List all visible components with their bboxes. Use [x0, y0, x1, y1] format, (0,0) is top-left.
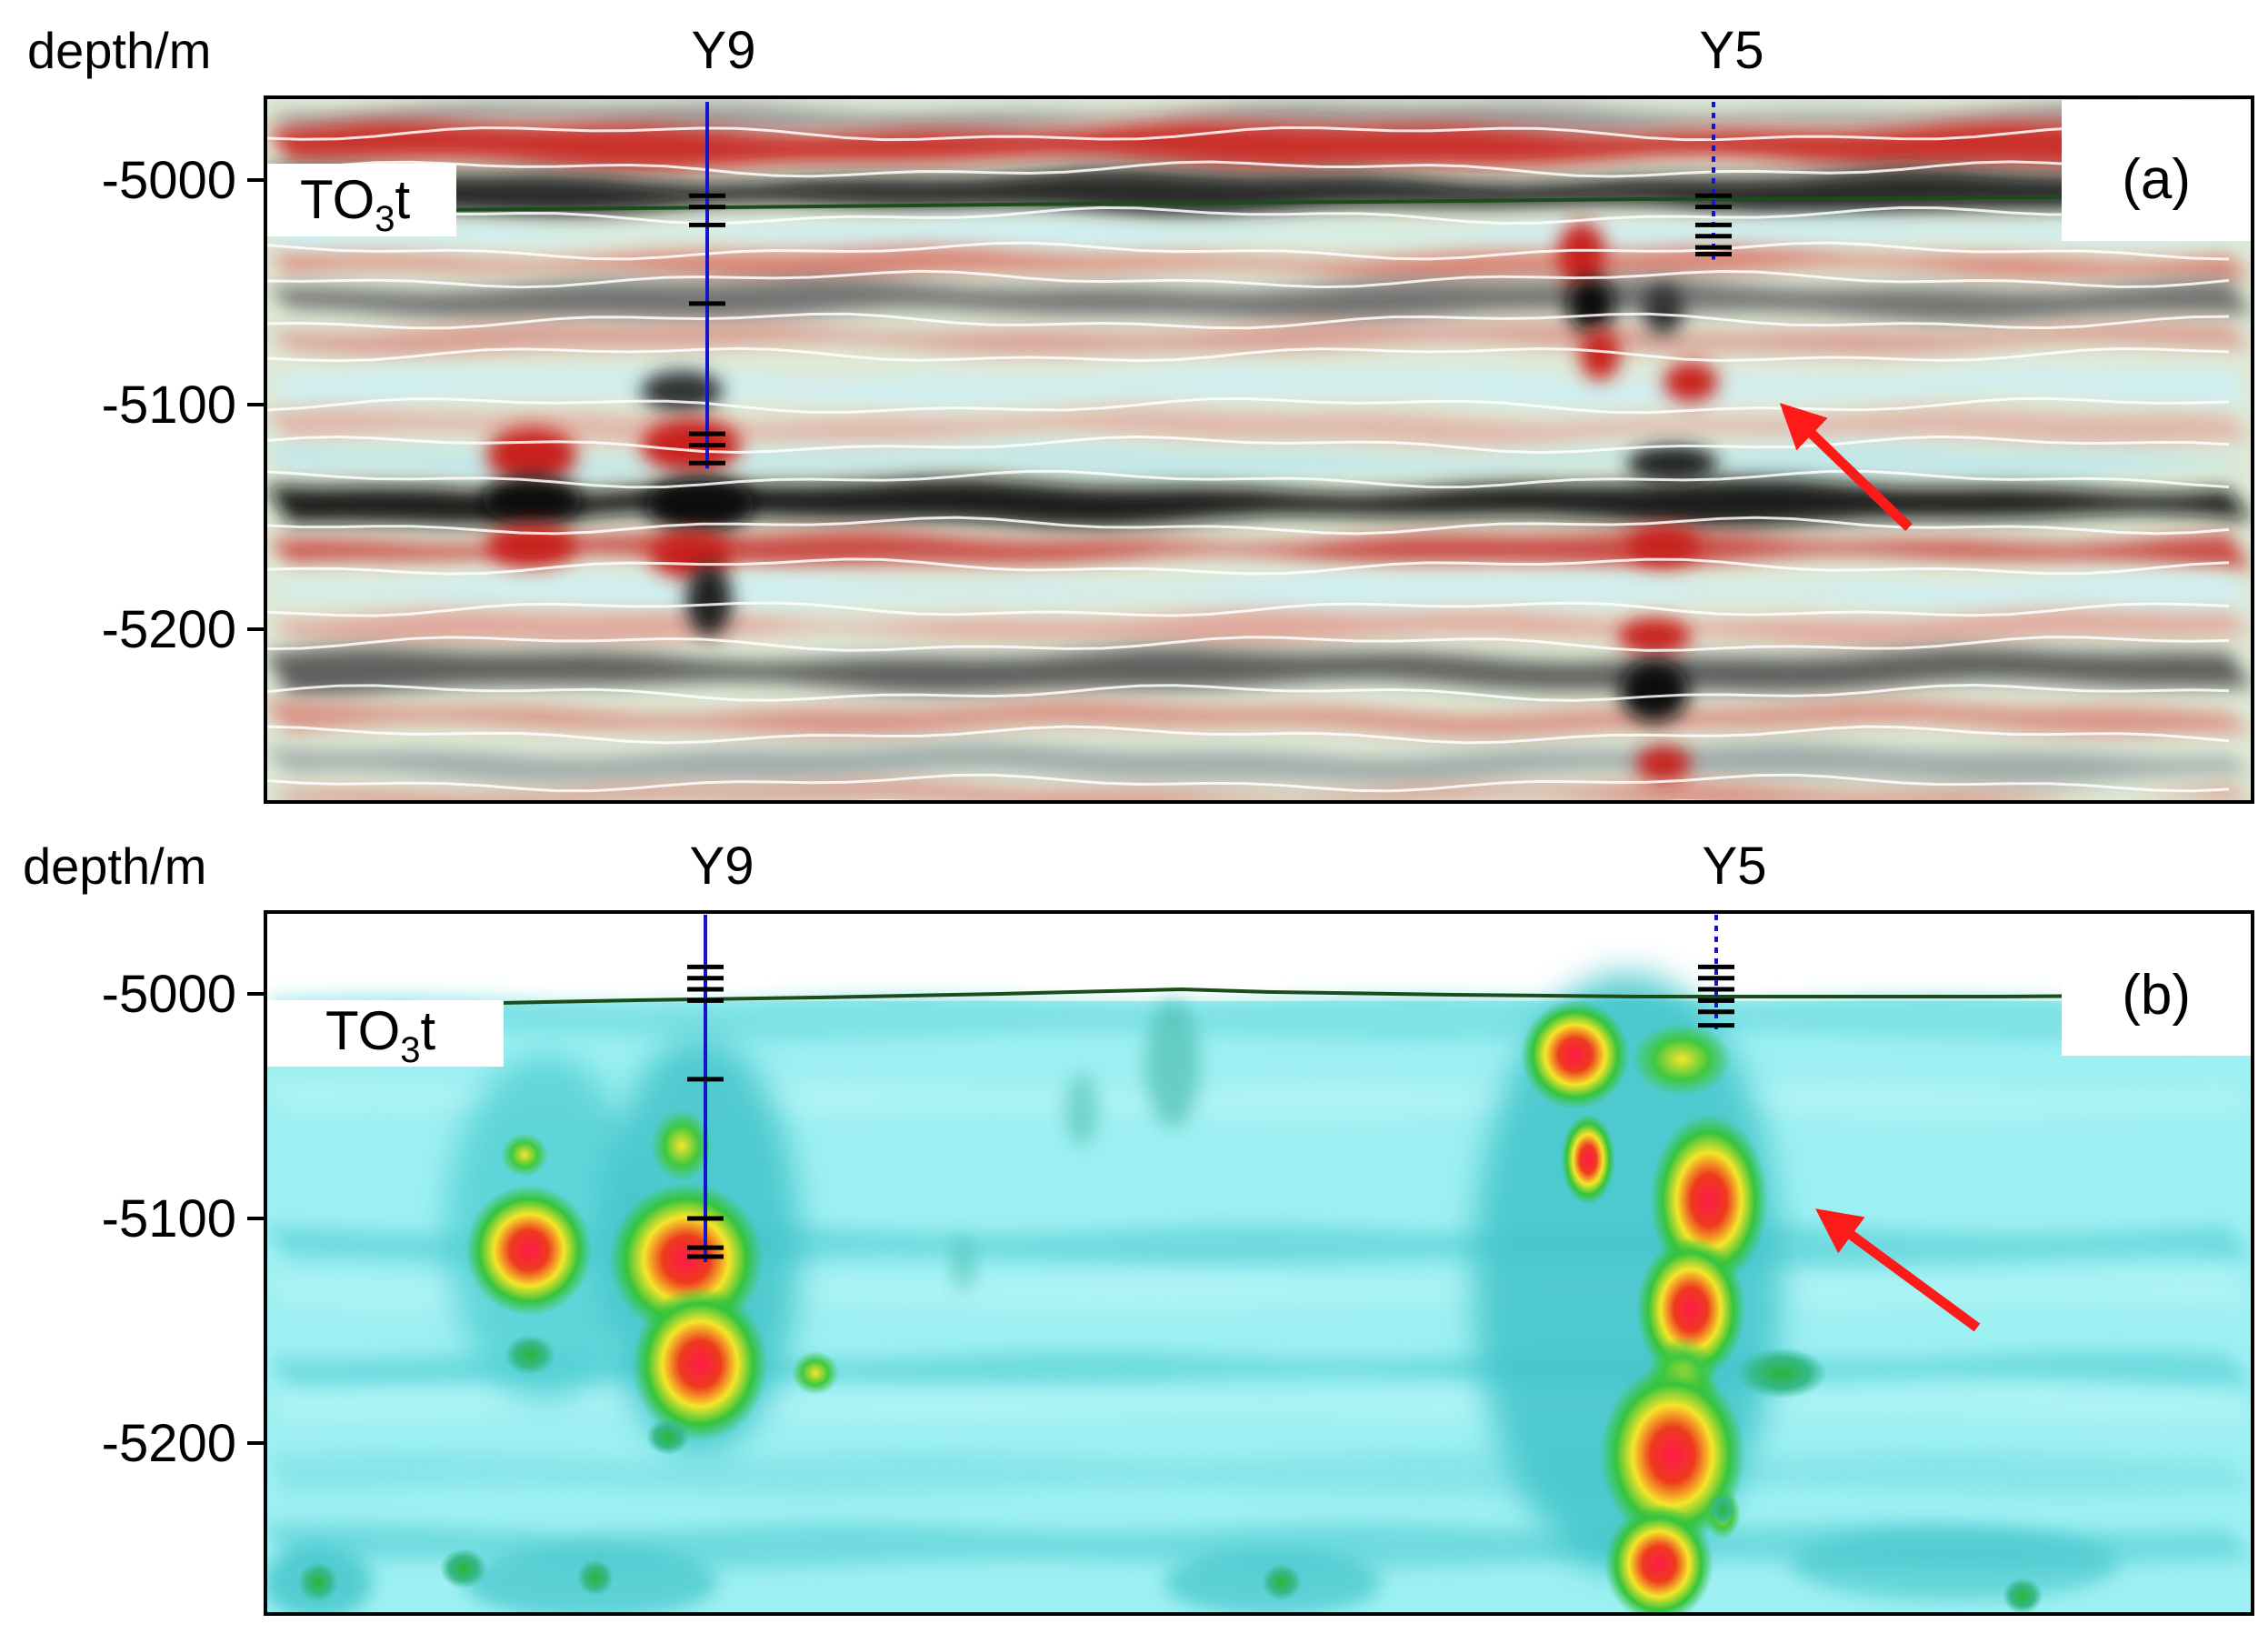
panel-frame-a [264, 95, 2254, 804]
axis-title-a: depth/m [27, 22, 211, 79]
horizon-label-box-b [265, 1000, 504, 1067]
well-label: Y9 [690, 837, 754, 896]
horizon-label-box-a [265, 164, 456, 236]
attribute-image-b [265, 912, 2253, 1614]
y-axis-ticks-b: -5000 -5100 -5200 [102, 965, 265, 1473]
y-tick-label: -5000 [102, 151, 236, 210]
horizon-label-a: TO3t [300, 169, 411, 239]
seismic-section-panel-a: Y9 Y5 depth/m (a) TO3t -5000 -5100 -5200 [27, 21, 2254, 804]
attribute-minor-spots [298, 1493, 2043, 1614]
well-label: Y5 [1700, 21, 1764, 80]
y-tick-label: -5000 [102, 965, 236, 1024]
y-tick-label: -5100 [102, 376, 236, 435]
seismic-anomaly-y9 [482, 371, 754, 637]
horizon-line-b [265, 987, 2253, 1009]
seismic-anomaly-y5 [1558, 222, 1718, 782]
well-label: Y5 [1703, 837, 1767, 896]
attribute-section-panel-b: Y9 Y5 depth/m (b) TO3t -5000 -5100 -5200 [23, 837, 2254, 1616]
seismic-image-a [265, 97, 2253, 802]
red-arrow-icon [1779, 403, 1913, 531]
horizon-label-b: TO3t [325, 1000, 436, 1070]
attribute-anomaly-y9 [465, 1109, 839, 1455]
y-tick-label: -5200 [102, 1414, 236, 1473]
panel-frame-b [264, 910, 2254, 1616]
axis-title-b: depth/m [23, 837, 206, 895]
wells-a: Y9 Y5 [689, 21, 1764, 469]
panel-label-b: (b) [2122, 964, 2191, 1027]
panel-label-box-b [2062, 915, 2251, 1056]
amplitude-contours-a [265, 125, 2230, 802]
horizon-line-a [265, 194, 2253, 213]
wells-b: Y9 Y5 [687, 837, 1766, 1262]
y-tick-label: -5100 [102, 1189, 236, 1248]
panel-label-a: (a) [2122, 148, 2191, 211]
y-axis-ticks-a: -5000 -5100 -5200 [102, 151, 265, 659]
y-tick-label: -5200 [102, 600, 236, 659]
well-label: Y9 [692, 21, 756, 80]
panel-label-box-a [2062, 100, 2251, 241]
red-arrow-icon [1815, 1208, 1981, 1332]
